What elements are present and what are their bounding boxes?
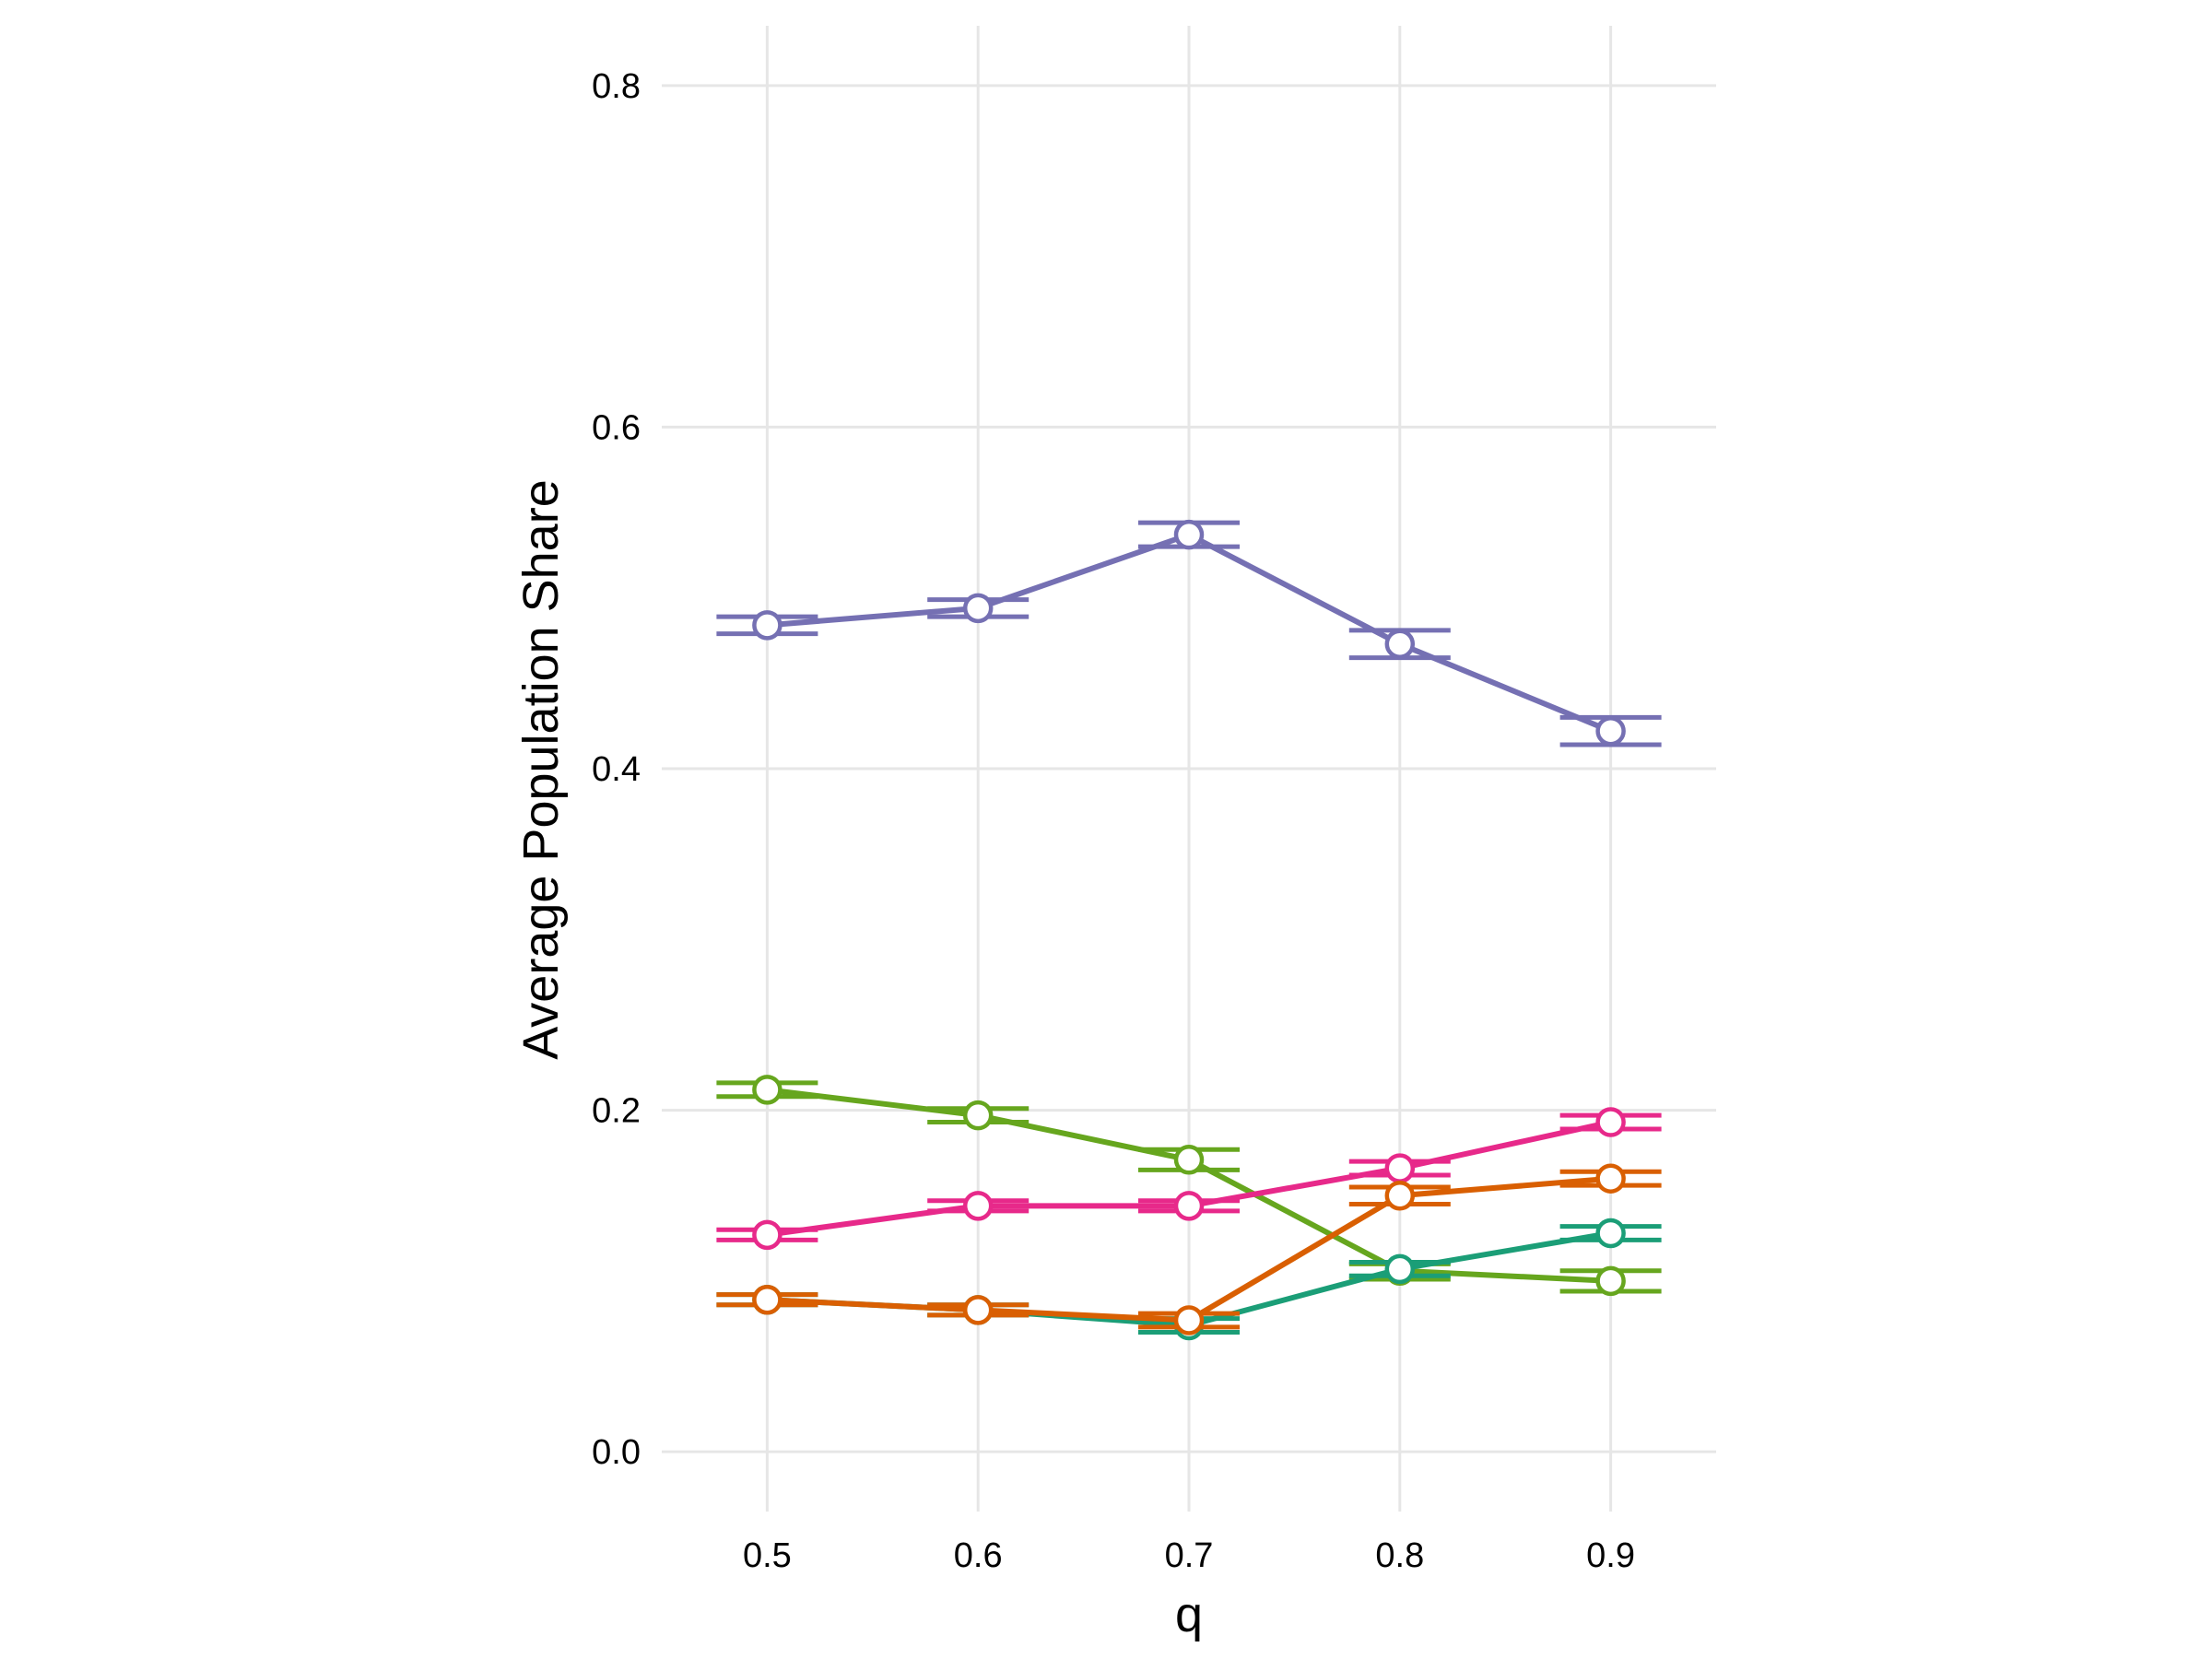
x-tick-label: 0.5	[743, 1536, 792, 1575]
series-4	[716, 1163, 1662, 1335]
y-tick-label: 0.4	[592, 750, 641, 789]
data-point	[962, 1100, 994, 1131]
data-point	[1173, 1145, 1205, 1175]
data-point	[1595, 1107, 1626, 1137]
x-tick-label: 0.8	[1375, 1536, 1424, 1575]
y-tick-label: 0.0	[592, 1433, 641, 1472]
grid-lines	[662, 26, 1716, 1512]
y-axis-ticks: 0.0 0.2 0.4 0.6 0.8	[592, 67, 641, 1472]
series-0	[716, 519, 1662, 747]
data-point	[1384, 1180, 1416, 1211]
x-axis-ticks: 0.5 0.6 0.7 0.8 0.9	[743, 1536, 1635, 1575]
x-tick-label: 0.7	[1165, 1536, 1214, 1575]
y-tick-label: 0.8	[592, 67, 641, 106]
data-point	[1384, 1153, 1416, 1183]
x-axis-title: q	[1175, 1587, 1203, 1642]
data-point	[1595, 715, 1626, 747]
data-point	[1173, 1191, 1205, 1221]
x-tick-label: 0.9	[1586, 1536, 1635, 1575]
data-point	[1173, 1305, 1205, 1335]
data-point	[962, 1191, 994, 1221]
data-point	[752, 1284, 782, 1315]
data-point	[752, 610, 782, 641]
x-tick-label: 0.6	[954, 1536, 1003, 1575]
y-tick-label: 0.6	[592, 408, 641, 447]
data-point	[1595, 1218, 1626, 1249]
y-tick-label: 0.2	[592, 1092, 641, 1131]
data-point	[962, 1295, 994, 1325]
series-1	[716, 1075, 1662, 1297]
data-point	[1384, 629, 1416, 659]
data-point	[1384, 1253, 1416, 1285]
series-group	[716, 519, 1662, 1341]
series-2	[716, 1107, 1662, 1251]
data-point	[752, 1075, 782, 1105]
y-axis-title: Average Population Share	[513, 479, 569, 1059]
data-point	[1595, 1265, 1626, 1297]
data-point	[752, 1219, 782, 1251]
data-point	[1173, 519, 1205, 550]
data-point	[1595, 1163, 1626, 1194]
data-point	[962, 593, 994, 624]
